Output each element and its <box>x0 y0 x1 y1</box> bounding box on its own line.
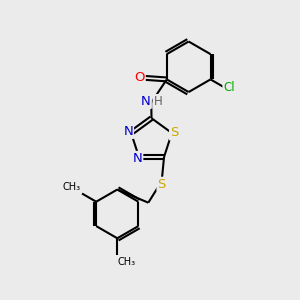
Text: S: S <box>158 178 166 191</box>
Text: N: N <box>133 152 142 165</box>
Text: O: O <box>134 71 145 84</box>
Text: CH₃: CH₃ <box>62 182 81 192</box>
Text: N: N <box>141 95 151 108</box>
Text: S: S <box>170 127 178 140</box>
Text: Cl: Cl <box>223 81 235 94</box>
Text: H: H <box>154 95 162 108</box>
Text: CH₃: CH₃ <box>118 257 136 267</box>
Text: N: N <box>123 125 133 138</box>
